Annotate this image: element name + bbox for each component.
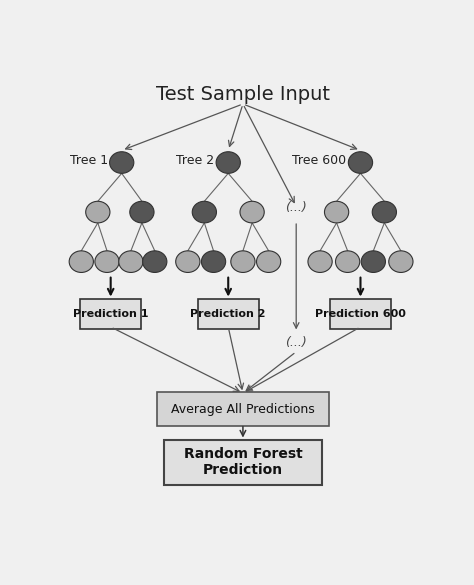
Text: Test Sample Input: Test Sample Input: [156, 85, 330, 105]
Text: Average All Predictions: Average All Predictions: [171, 402, 315, 416]
FancyBboxPatch shape: [164, 439, 322, 484]
Ellipse shape: [69, 251, 93, 273]
Ellipse shape: [95, 251, 119, 273]
Text: Tree 1: Tree 1: [70, 154, 108, 167]
Ellipse shape: [176, 251, 200, 273]
Ellipse shape: [231, 251, 255, 273]
Ellipse shape: [130, 201, 154, 223]
Text: Prediction 600: Prediction 600: [315, 309, 406, 319]
Ellipse shape: [240, 201, 264, 223]
Text: Prediction 1: Prediction 1: [73, 309, 148, 319]
Ellipse shape: [325, 201, 349, 223]
Ellipse shape: [256, 251, 281, 273]
Text: Tree 600: Tree 600: [292, 154, 346, 167]
Ellipse shape: [143, 251, 167, 273]
Ellipse shape: [372, 201, 396, 223]
Text: Prediction 2: Prediction 2: [191, 309, 266, 319]
Ellipse shape: [201, 251, 226, 273]
FancyBboxPatch shape: [198, 298, 258, 329]
Ellipse shape: [308, 251, 332, 273]
FancyBboxPatch shape: [330, 298, 391, 329]
Ellipse shape: [119, 251, 143, 273]
Text: Tree 2: Tree 2: [176, 154, 214, 167]
Ellipse shape: [109, 152, 134, 173]
Ellipse shape: [336, 251, 360, 273]
Ellipse shape: [361, 251, 385, 273]
Text: Random Forest
Prediction: Random Forest Prediction: [183, 447, 302, 477]
FancyBboxPatch shape: [156, 393, 329, 426]
Text: (...): (...): [285, 336, 307, 349]
Ellipse shape: [86, 201, 110, 223]
Ellipse shape: [389, 251, 413, 273]
Ellipse shape: [192, 201, 217, 223]
Ellipse shape: [216, 152, 240, 173]
Ellipse shape: [348, 152, 373, 173]
Text: (...): (...): [285, 201, 307, 214]
FancyBboxPatch shape: [81, 298, 141, 329]
